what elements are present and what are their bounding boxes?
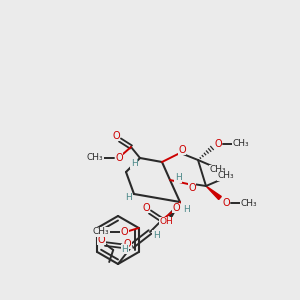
Text: O: O xyxy=(142,203,150,213)
Text: H: H xyxy=(122,244,128,253)
Text: H: H xyxy=(153,230,159,239)
Text: H: H xyxy=(183,206,189,214)
Polygon shape xyxy=(206,186,221,200)
Text: CH₃: CH₃ xyxy=(92,227,109,236)
Text: H: H xyxy=(124,194,131,202)
Text: CH₃: CH₃ xyxy=(233,140,249,148)
Text: OH: OH xyxy=(159,218,173,226)
Text: O: O xyxy=(172,203,180,213)
Text: O: O xyxy=(214,139,222,149)
Text: CH₃: CH₃ xyxy=(210,166,226,175)
Text: O: O xyxy=(121,227,129,237)
Text: H: H xyxy=(175,173,182,182)
Text: CH₃: CH₃ xyxy=(87,154,103,163)
Text: O: O xyxy=(98,235,105,245)
Text: O: O xyxy=(178,145,186,155)
Text: O: O xyxy=(115,153,123,163)
Text: O: O xyxy=(112,131,120,141)
Polygon shape xyxy=(168,202,180,217)
Text: CH₃: CH₃ xyxy=(218,172,234,181)
Text: O: O xyxy=(123,239,131,249)
Text: H: H xyxy=(130,160,137,169)
Text: O: O xyxy=(188,183,196,193)
Text: O: O xyxy=(222,198,230,208)
Text: CH₃: CH₃ xyxy=(241,199,257,208)
